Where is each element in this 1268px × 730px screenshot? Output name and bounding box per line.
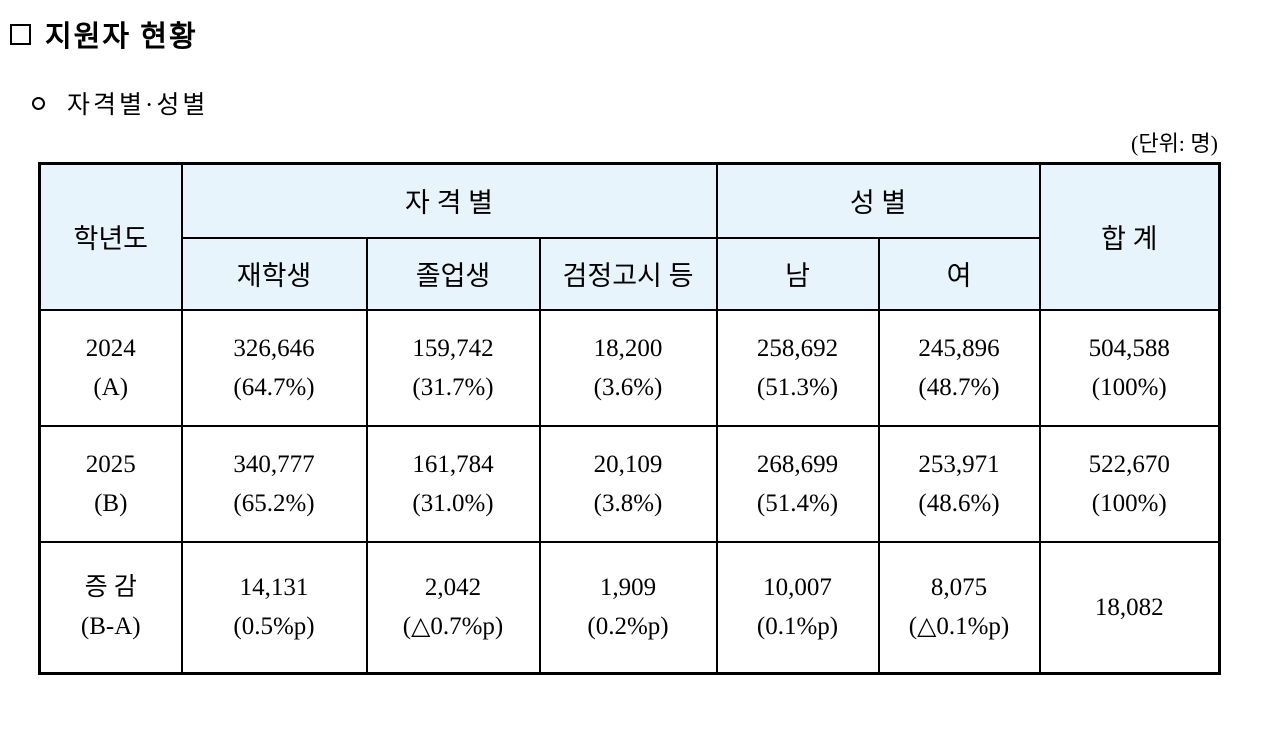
cell-pct: (48.7%) — [918, 373, 1000, 401]
cell-value: 18,082 — [1094, 593, 1164, 621]
cell-female: 253,971 (48.6%) — [877, 424, 1041, 543]
cell-ged: 20,109 (3.8%) — [538, 424, 718, 543]
cell-pct: (0.5%p) — [233, 613, 315, 641]
header-enrolled: 재학생 — [180, 236, 368, 311]
row-label: 증 감 (B-A) — [38, 540, 183, 675]
header-female: 여 — [877, 236, 1041, 311]
header-year: 학년도 — [38, 162, 183, 311]
cell-value: 159,742 — [412, 334, 494, 362]
cell-value: 253,971 — [918, 450, 1000, 478]
cell-pct: (51.4%) — [756, 489, 839, 517]
cell-total: 18,082 — [1038, 540, 1221, 675]
header-male: 남 — [715, 236, 880, 311]
cell-pct: (0.2%p) — [587, 613, 669, 641]
header-qualification-group: 자 격 별 — [180, 162, 718, 239]
table-row-difference: 증 감 (B-A) 14,131 (0.5%p) 2,042 (△0.7%p) … — [38, 540, 1221, 675]
cell-pct: (△0.7%p) — [402, 613, 504, 641]
cell-value: 8,075 — [930, 574, 988, 602]
cell-pct: (31.7%) — [412, 373, 494, 401]
cell-male: 268,699 (51.4%) — [715, 424, 880, 543]
header-ged: 검정고시 등 — [538, 236, 718, 311]
cell-graduates: 2,042 (△0.7%p) — [365, 540, 541, 675]
cell-value: 18,200 — [593, 334, 663, 362]
cell-pct: (3.6%) — [593, 373, 663, 401]
header-graduates: 졸업생 — [365, 236, 541, 311]
cell-graduates: 161,784 (31.0%) — [365, 424, 541, 543]
cell-value: 268,699 — [756, 450, 839, 478]
row-label-year: 2024 — [85, 334, 136, 362]
cell-female: 245,896 (48.7%) — [877, 308, 1041, 427]
document-page: 지원자 현황 자격별·성별 (단위: 명) 학년도 자 격 별 성 별 합 계 … — [10, 16, 1268, 675]
cell-female: 8,075 (△0.1%p) — [877, 540, 1041, 675]
circle-bullet-icon — [32, 96, 45, 110]
cell-male: 10,007 (0.1%p) — [715, 540, 880, 675]
cell-value: 2,042 — [424, 574, 482, 602]
cell-ged: 18,200 (3.6%) — [538, 308, 718, 427]
cell-pct: (64.7%) — [233, 373, 315, 401]
row-label-code: (B) — [94, 489, 128, 517]
section-subtitle-row: 자격별·성별 — [32, 88, 1268, 119]
section-subtitle: 자격별·성별 — [67, 92, 209, 119]
cell-value: 340,777 — [233, 450, 315, 478]
cell-graduates: 159,742 (31.7%) — [365, 308, 541, 427]
header-total: 합 계 — [1038, 162, 1221, 311]
cell-pct: (△0.1%p) — [908, 613, 1010, 641]
cell-male: 258,692 (51.3%) — [715, 308, 880, 427]
page-title: 지원자 현황 — [45, 21, 198, 53]
header-gender-group: 성 별 — [715, 162, 1041, 239]
cell-value: 14,131 — [239, 574, 309, 602]
cell-value: 10,007 — [763, 574, 832, 602]
cell-pct: (51.3%) — [756, 373, 839, 401]
cell-pct: (31.0%) — [412, 489, 494, 517]
cell-value: 504,588 — [1088, 334, 1170, 362]
header-row-subcolumns: 재학생 졸업생 검정고시 등 남 여 — [40, 236, 1220, 311]
cell-value: 258,692 — [756, 334, 839, 362]
table-row-2025: 2025 (B) 340,777 (65.2%) 161,784 (31.0%)… — [38, 424, 1221, 543]
row-label-code: (A) — [93, 373, 129, 401]
header-row-groups: 학년도 자 격 별 성 별 합 계 — [38, 162, 1221, 311]
cell-pct: (100%) — [1091, 373, 1167, 401]
row-label-year: 증 감 — [84, 574, 137, 602]
cell-value: 522,670 — [1088, 450, 1170, 478]
cell-pct: (3.8%) — [593, 489, 663, 517]
row-label-year: 2025 — [85, 450, 136, 478]
cell-pct: (48.6%) — [918, 489, 1000, 517]
page-title-row: 지원자 현황 — [10, 16, 1268, 53]
cell-enrolled: 14,131 (0.5%p) — [180, 540, 368, 675]
unit-note: (단위: 명) — [1131, 131, 1218, 156]
cell-value: 20,109 — [593, 450, 663, 478]
cell-pct: (100%) — [1091, 489, 1167, 517]
cell-ged: 1,909 (0.2%p) — [538, 540, 718, 675]
applicants-table: 학년도 자 격 별 성 별 합 계 재학생 졸업생 검정고시 등 남 여 202… — [38, 162, 1222, 675]
cell-value: 245,896 — [918, 334, 1000, 362]
cell-value: 326,646 — [233, 334, 315, 362]
row-label: 2025 (B) — [38, 424, 183, 543]
cell-enrolled: 326,646 (64.7%) — [180, 308, 368, 427]
cell-enrolled: 340,777 (65.2%) — [180, 424, 368, 543]
cell-total: 504,588 (100%) — [1038, 308, 1221, 427]
square-bullet-icon — [10, 23, 31, 45]
table-row-2024: 2024 (A) 326,646 (64.7%) 159,742 (31.7%)… — [38, 308, 1221, 427]
cell-total: 522,670 (100%) — [1038, 424, 1221, 543]
cell-pct: (65.2%) — [233, 489, 315, 517]
row-label-code: (B-A) — [80, 613, 141, 641]
cell-value: 161,784 — [412, 450, 494, 478]
cell-pct: (0.1%p) — [756, 613, 839, 641]
cell-value: 1,909 — [599, 574, 657, 602]
row-label: 2024 (A) — [38, 308, 183, 427]
